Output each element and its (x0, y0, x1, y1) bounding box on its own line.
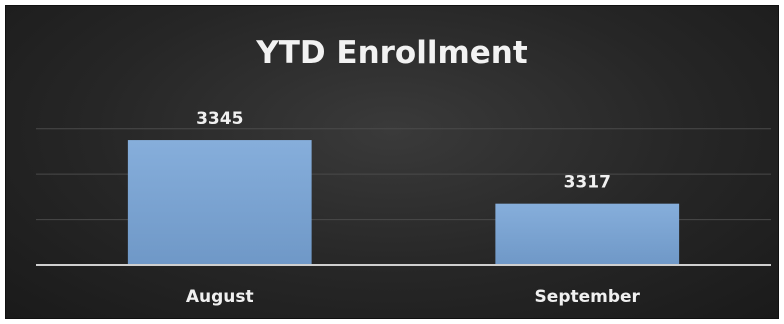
data-label-august: 3345 (196, 109, 243, 129)
bar-september (495, 203, 680, 265)
data-label-september: 3317 (564, 173, 611, 193)
category-labels: August September (186, 287, 641, 307)
data-labels: 3345 3317 (196, 109, 611, 193)
chart-frame: YTD Enrollment 3345 3317 August September (6, 6, 778, 318)
bar-chart: YTD Enrollment 3345 3317 August September (36, 35, 771, 307)
bars (127, 140, 680, 265)
bar-august (127, 140, 312, 265)
category-label-august: August (186, 287, 254, 307)
chart-title: YTD Enrollment (255, 35, 528, 71)
category-label-september: September (535, 287, 641, 307)
